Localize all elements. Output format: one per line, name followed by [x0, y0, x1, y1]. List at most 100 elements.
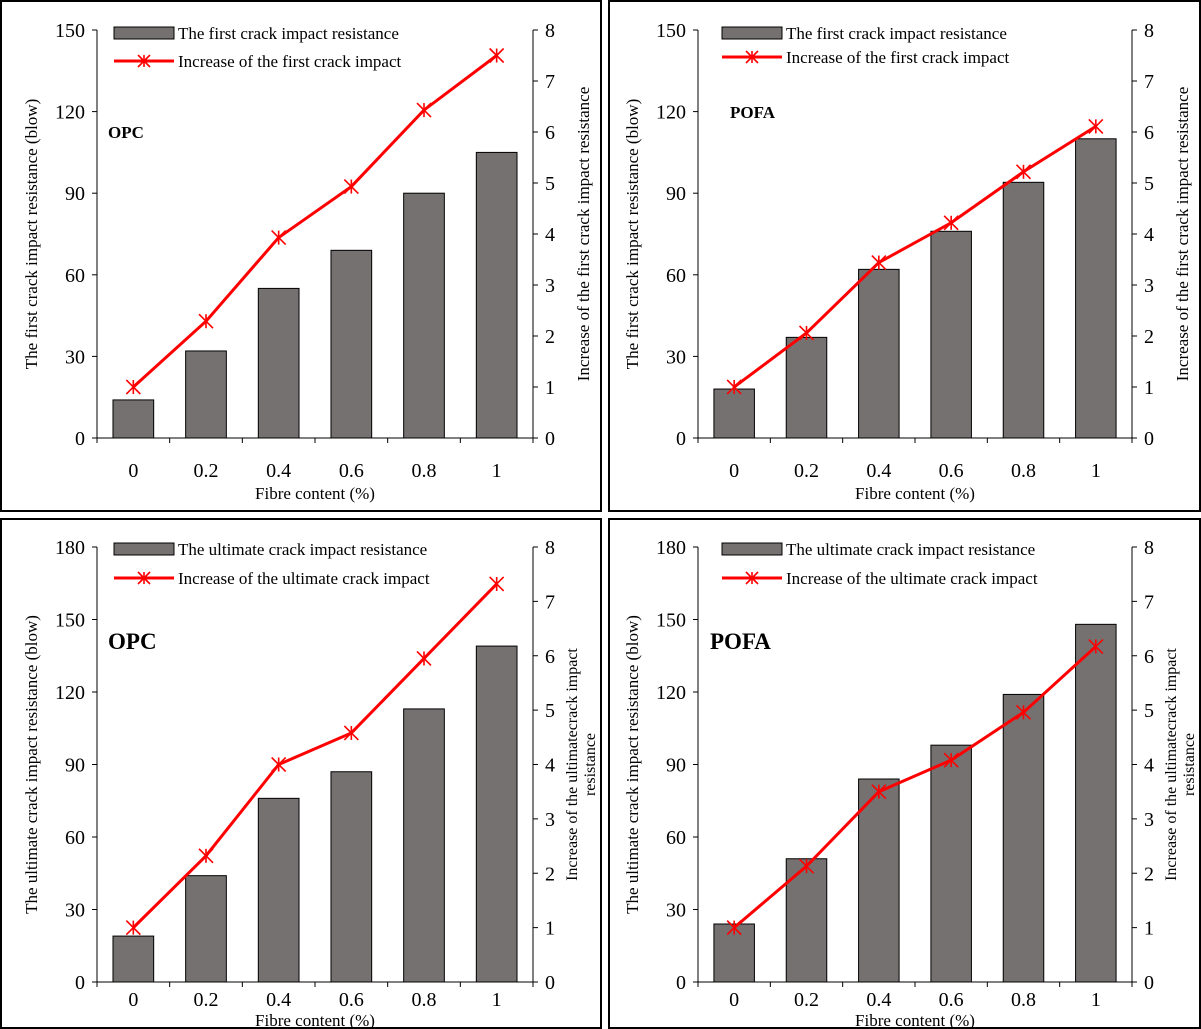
legend-swatch-bar: [113, 26, 175, 40]
y-tick-label-right: 0: [1144, 972, 1154, 994]
line-marker: [125, 920, 141, 936]
line-marker: [871, 254, 887, 271]
y-axis-title-right: Increase of the ultimatecrack impact: [564, 648, 581, 881]
line-marker: [726, 920, 742, 936]
x-tick-label: 0: [729, 989, 739, 1011]
y-axis-title-right: Increase of the first crack impact resis…: [1173, 87, 1192, 382]
y-tick-label-right: 2: [545, 863, 555, 885]
x-tick-label: 0.6: [339, 989, 364, 1011]
y-tick-label-right: 4: [1144, 755, 1154, 777]
y-tick-label-right: 8: [1144, 20, 1154, 42]
x-tick-label: 0.4: [266, 460, 291, 482]
y-tick-label-right: 5: [1144, 700, 1154, 722]
y-tick-label-right: 3: [1144, 275, 1154, 297]
x-tick-label: 0.6: [939, 989, 964, 1011]
x-tick-label: 1: [492, 989, 502, 1011]
line-series: [733, 125, 1097, 389]
bar: [112, 399, 155, 439]
x-tick-label: 0.2: [194, 989, 219, 1011]
y-tick-label-left: 0: [676, 428, 686, 450]
y-tick-label-right: 7: [545, 591, 555, 613]
y-tick-label-right: 4: [545, 224, 555, 246]
line-marker: [416, 102, 432, 118]
chart-svg: 0 30 60 90 120 150 0 1 2 3 4 5 6 7 8 0 0.2 0.4 0.6 0.8 1 Fibr…: [623, 20, 1192, 503]
y-tick-label-left: 180: [656, 537, 686, 559]
line-marker: [125, 379, 141, 395]
panel-label: OPC: [108, 629, 157, 654]
y-tick-label-left: 150: [656, 20, 686, 42]
line-marker: [271, 230, 287, 246]
line-marker: [798, 858, 815, 874]
bar: [185, 875, 227, 983]
line-marker: [343, 725, 359, 741]
chart-svg: 0 30 60 90 120 150 0 1 2 3 4 5 6 7 8 0 0.2 0.4 0.6 0.8 1 Fibr…: [22, 20, 593, 503]
y-axis-title-right: Increase of the ultimatecrack impact: [1163, 648, 1180, 881]
line-marker: [943, 215, 959, 231]
chart-plot: 0 30 60 90 120 150 180 0 1 2 3 4 5 6 7 8 0 0.2 0.4 0.6 0.8 1 F…: [22, 537, 599, 1029]
y-tick-label-left: 30: [666, 346, 686, 368]
x-tick-label: 0: [128, 460, 138, 482]
bar: [1002, 693, 1045, 983]
chart-svg: 0 30 60 90 120 150 180 0 1 2 3 4 5 6 7 8 0 0.2 0.4 0.6 0.8 1 F…: [22, 537, 599, 1029]
chart-plot: 0 30 60 90 120 150 180 0 1 2 3 4 5 6 7 8 0 0.2 0.4 0.6 0.8 1 F…: [623, 537, 1198, 1029]
y-tick-label-left: 60: [666, 827, 686, 849]
y-tick-label-right: 3: [545, 275, 555, 297]
x-tick-label: 0.8: [1011, 460, 1036, 482]
line-marker: [1015, 164, 1032, 180]
bar: [1075, 138, 1117, 439]
x-tick-label: 0.2: [194, 460, 219, 482]
line-marker: [798, 325, 815, 341]
chart-panel-ultimate-crack-opc: 0 30 60 90 120 150 180 0 1 2 3 4 5 6 7 8 0 0.2 0.4 0.6 0.8 1 F…: [0, 518, 602, 1029]
y-axis-title-right: Increase of the first crack impact resis…: [574, 87, 593, 382]
y-tick-label-right: 8: [545, 20, 555, 42]
legend-marker: [137, 54, 151, 68]
y-tick-label-right: 6: [1144, 646, 1154, 668]
line-marker: [343, 179, 359, 195]
y-tick-label-right: 6: [545, 646, 555, 668]
y-axis-title-right: resistance: [1181, 733, 1198, 796]
y-tick-label-right: 6: [1144, 122, 1154, 144]
y-tick-label-left: 150: [55, 20, 85, 42]
bar: [930, 744, 972, 983]
x-tick-label: 1: [1091, 989, 1101, 1011]
panel-label: OPC: [108, 123, 144, 142]
line-marker: [726, 379, 742, 395]
y-tick-label-right: 0: [545, 428, 555, 450]
bar: [858, 778, 900, 983]
y-axis-title-left: The ultimate crack impact resistance (bl…: [22, 615, 41, 914]
legend-swatch-bar: [721, 26, 783, 40]
chart-panel-first-crack-pofa: 0 30 60 90 120 150 0 1 2 3 4 5 6 7 8 0 0.2 0.4 0.6 0.8 1 Fibr…: [608, 0, 1201, 512]
x-tick-label: 0.8: [412, 989, 437, 1011]
y-tick-label-left: 90: [65, 755, 85, 777]
bar: [330, 249, 373, 439]
chart-panel-ultimate-crack-pofa: 0 30 60 90 120 150 180 0 1 2 3 4 5 6 7 8 0 0.2 0.4 0.6 0.8 1 F…: [608, 518, 1201, 1029]
x-tick-label: 0: [729, 460, 739, 482]
x-tick-label: 0.4: [866, 460, 891, 482]
bar: [112, 935, 155, 983]
panel-label: POFA: [730, 103, 776, 122]
line-marker: [198, 313, 214, 329]
y-tick-label-left: 30: [65, 346, 85, 368]
y-tick-label-right: 3: [1144, 809, 1154, 831]
y-tick-label-left: 60: [666, 265, 686, 287]
bar: [403, 192, 445, 439]
y-tick-label-right: 1: [1144, 377, 1154, 399]
y-tick-label-left: 120: [656, 102, 686, 124]
bar: [257, 287, 300, 439]
y-axis-title-left: The first crack impact resistance (blow): [623, 99, 642, 369]
y-tick-label-right: 1: [545, 918, 555, 940]
legend-marker: [745, 50, 759, 64]
line-series: [733, 645, 1097, 929]
y-tick-label-right: 1: [1144, 918, 1154, 940]
chart-plot: 0 30 60 90 120 150 0 1 2 3 4 5 6 7 8 0 0.2 0.4 0.6 0.8 1 Fibr…: [623, 20, 1192, 503]
legend-label-line: Increase of the ultimate crack impact: [786, 569, 1038, 588]
legend-label-line: Increase of the first crack impact: [178, 52, 402, 71]
y-tick-label-right: 5: [545, 173, 555, 195]
line-marker: [943, 752, 959, 768]
y-tick-label-left: 0: [75, 972, 85, 994]
line-series: [132, 54, 498, 389]
x-tick-label: 0: [128, 989, 138, 1011]
bar: [1002, 181, 1045, 439]
line-marker: [1015, 704, 1032, 720]
y-tick-label-left: 150: [55, 610, 85, 632]
